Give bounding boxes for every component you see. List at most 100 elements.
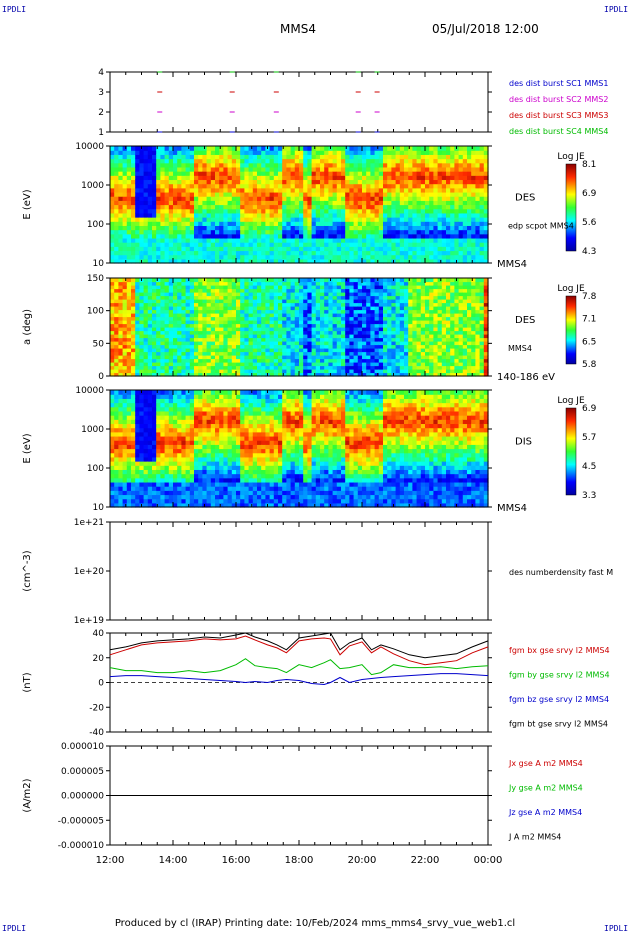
heatmap-cell	[231, 320, 237, 325]
heatmap-cell	[404, 225, 409, 231]
heatmap-cell	[425, 285, 430, 290]
heatmap-cell	[383, 191, 388, 197]
corner-tag-top-right: IPDLI	[604, 5, 629, 14]
heatmap-cell	[236, 212, 241, 218]
heatmap-cell	[143, 212, 149, 218]
heatmap-cell	[353, 221, 359, 226]
heatmap-cell	[227, 187, 233, 193]
heatmap-cell	[278, 320, 283, 325]
heatmap-cell	[189, 288, 195, 293]
heatmap-cell	[194, 258, 199, 264]
heatmap-cell	[341, 355, 346, 360]
heatmap-cell	[206, 212, 212, 218]
heatmap-cell	[269, 341, 275, 346]
heatmap-cell	[139, 229, 145, 235]
heatmap-cell	[131, 334, 136, 339]
heatmap-cell	[362, 330, 367, 335]
heatmap-cell	[118, 150, 124, 155]
heatmap-cell	[261, 348, 266, 353]
heatmap-cell	[126, 316, 132, 321]
heatmap-cell	[345, 334, 350, 339]
heatmap-cell	[324, 372, 329, 377]
heatmap-cell	[231, 254, 237, 260]
heatmap-cell	[349, 327, 355, 332]
heatmap-cell	[219, 200, 224, 206]
heatmap-cell	[118, 183, 124, 189]
heatmap-cell	[210, 187, 216, 193]
heatmap-cell	[332, 344, 338, 349]
heatmap-cell	[345, 288, 350, 293]
heatmap-cell	[429, 344, 434, 349]
heatmap-cell	[219, 299, 224, 304]
heatmap-cell	[320, 187, 325, 193]
heatmap-cell	[248, 166, 254, 172]
heatmap-cell	[328, 292, 334, 297]
heatmap-cell	[391, 355, 397, 360]
heatmap-cell	[349, 162, 355, 168]
heatmap-cell	[177, 212, 182, 218]
heatmap-cell	[118, 225, 124, 231]
heatmap-cell	[210, 372, 216, 377]
heatmap-cell	[471, 254, 476, 260]
heatmap-cell	[378, 341, 384, 346]
heatmap-cell	[198, 316, 203, 321]
heatmap-cell	[341, 330, 346, 335]
heatmap-cell	[236, 278, 241, 283]
heatmap-cell	[429, 313, 434, 318]
heatmap-cell	[416, 175, 422, 181]
heatmap-cell	[378, 316, 384, 321]
heatmap-cell	[210, 295, 216, 300]
heatmap-cell	[181, 372, 187, 377]
heatmap-cell	[341, 183, 346, 189]
heatmap-cell	[336, 196, 342, 201]
heatmap-cell	[194, 242, 199, 247]
heatmap-cell	[311, 288, 317, 293]
heatmap-cell	[311, 217, 317, 222]
heatmap-cell	[324, 200, 329, 206]
heatmap-cell	[265, 316, 271, 321]
des-energy-tick-label: 10000	[75, 142, 104, 152]
heatmap-cell	[446, 158, 451, 164]
heatmap-cell	[236, 204, 241, 210]
heatmap-cell	[362, 212, 367, 218]
heatmap-cell	[324, 313, 329, 318]
heatmap-cell	[122, 204, 128, 210]
heatmap-cell	[303, 254, 308, 260]
heatmap-cell	[269, 330, 275, 335]
heatmap-cell	[168, 281, 174, 286]
heatmap-cell	[122, 183, 128, 189]
heatmap-cell	[168, 204, 174, 210]
heatmap-cell	[370, 295, 376, 300]
heatmap-cell	[412, 309, 418, 314]
heatmap-cell	[261, 341, 266, 346]
heatmap-cell	[189, 191, 195, 197]
heatmap-cell	[370, 154, 376, 160]
heatmap-cell	[391, 299, 397, 304]
heatmap-cell	[152, 242, 157, 247]
heatmap-cell	[437, 334, 443, 339]
heatmap-cell	[408, 309, 413, 314]
heatmap-cell	[446, 242, 451, 247]
heatmap-cell	[278, 299, 283, 304]
heatmap-cell	[118, 254, 124, 260]
heatmap-cell	[374, 334, 380, 339]
heatmap-cell	[177, 250, 182, 256]
heatmap-cell	[324, 250, 329, 256]
heatmap-cell	[462, 225, 468, 231]
heatmap-cell	[126, 179, 132, 185]
heatmap-cell	[181, 146, 187, 151]
heatmap-cell	[202, 337, 208, 342]
heatmap-cell	[416, 250, 422, 256]
heatmap-cell	[152, 183, 157, 189]
heatmap-cell	[278, 316, 283, 321]
heatmap-cell	[223, 242, 229, 247]
heatmap-cell	[219, 358, 224, 363]
heatmap-cell	[202, 295, 208, 300]
heatmap-cell	[450, 341, 455, 346]
heatmap-cell	[345, 250, 350, 256]
heatmap-cell	[458, 242, 464, 247]
heatmap-cell	[269, 200, 275, 206]
heatmap-cell	[126, 313, 132, 318]
heatmap-cell	[441, 175, 447, 181]
heatmap-cell	[357, 323, 363, 328]
